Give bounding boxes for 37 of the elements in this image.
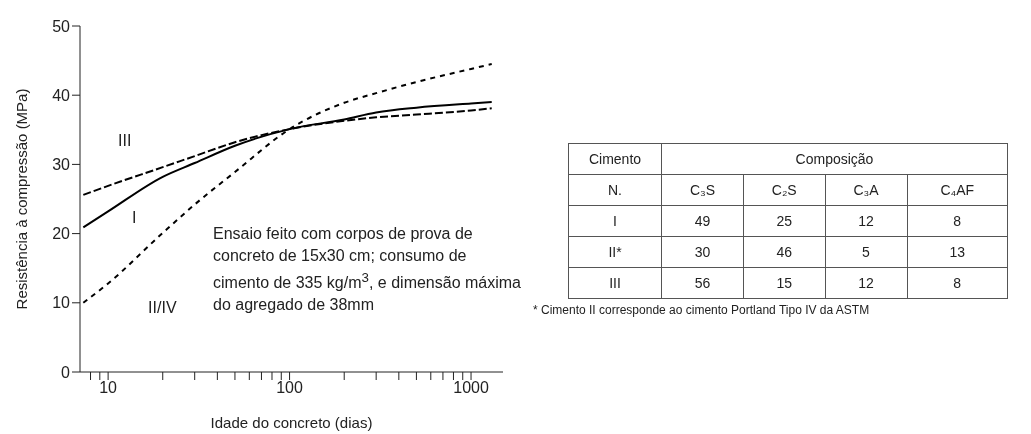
annotation: Ensaio feito com corpos de prova de concreto de 15x30 cm; consumo de cimento de 335 kg/m$^{3}$, e dimensão máxima do agregado de 38mm [213,224,522,316]
category-label: C₃S [661,174,744,206]
data-label: 25 [743,205,825,237]
data-label: 8 [907,267,1008,299]
data-label: 15 [743,267,825,299]
data-label: 13 [907,236,1008,268]
x-axis-title: Idade do concreto (dias) [210,414,373,431]
text: I [568,205,662,237]
y-tick-label: 50 [52,17,71,35]
x-tick-label: 10 [99,379,118,397]
data-label: 46 [743,236,825,268]
category-label: C₄AF [907,174,1008,206]
data-label: 56 [661,267,744,299]
x-tick-label: 1000 [453,379,489,397]
text: Composição [661,143,1008,175]
y-tick-label: 0 [61,363,71,381]
series-label: III [118,131,132,149]
text: * Cimento II corresponde ao cimento Portland Tipo IV da ASTM [533,303,871,317]
y-axis-title: Resistência à compressão (MPa) [13,88,31,310]
y-tick-label: 10 [52,294,71,312]
y-tick-label: 40 [52,86,71,104]
data-label: 8 [907,205,1008,237]
y-tick-label: 30 [52,156,71,174]
text: II* [568,236,662,268]
data-label: 5 [825,236,908,268]
data-label: 30 [661,236,744,268]
series-label: I [132,209,137,227]
text: III [568,267,662,299]
text: Cimento N. [588,151,642,198]
data-label: 12 [825,267,908,299]
category-label: C₃A [825,174,908,206]
x-tick-label: 100 [276,379,304,397]
data-label: 12 [825,205,908,237]
text: II/IV [148,299,177,317]
data-label: 49 [661,205,744,237]
category-label: C₂S [743,174,825,206]
y-tick-label: 20 [52,225,71,243]
